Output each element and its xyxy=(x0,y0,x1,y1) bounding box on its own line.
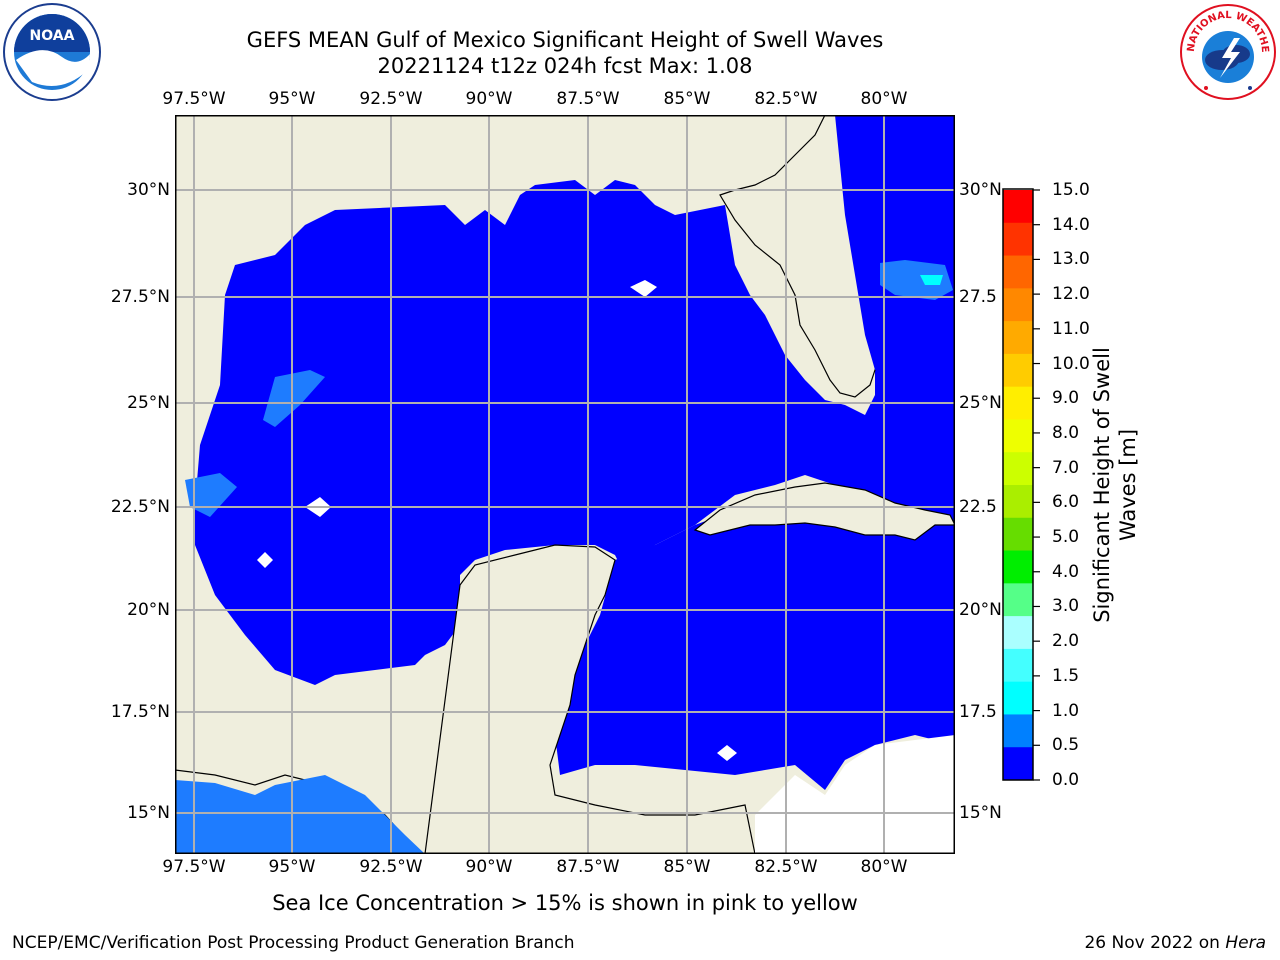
lat-tick-left: 20°N xyxy=(127,600,170,620)
colorbar-segment xyxy=(1003,222,1033,257)
colorbar-tick-label: 9.0 xyxy=(1052,388,1080,409)
lon-tick-top: 95°W xyxy=(268,89,316,109)
colorbar-tick-label: 10.0 xyxy=(1052,353,1090,374)
graticule xyxy=(175,115,955,854)
lon-tick-top: 90°W xyxy=(465,89,513,109)
colorbar-segment xyxy=(1003,747,1033,781)
pacific-swell-field xyxy=(175,775,425,854)
no-data-cell xyxy=(630,280,657,297)
footer-credit: NCEP/EMC/Verification Post Processing Pr… xyxy=(12,933,575,953)
chart-title: GEFS MEAN Gulf of Mexico Significant Hei… xyxy=(246,28,884,52)
lat-tick-right: 27.5 xyxy=(959,287,997,307)
colorbar-segment xyxy=(1003,485,1033,519)
colorbar-tick-label: 8.0 xyxy=(1052,422,1080,443)
caribbean-swell-field xyxy=(555,485,955,790)
lat-tick-left: 17.5°N xyxy=(110,702,170,722)
no-data-cell xyxy=(755,735,955,854)
colorbar-tick-label: 6.0 xyxy=(1052,492,1080,513)
colorbar-tick-label: 1.0 xyxy=(1052,700,1080,721)
lon-tick-bottom: 95°W xyxy=(268,857,316,877)
colorbar-segment xyxy=(1003,648,1033,683)
lon-tick-bottom: 97.5°W xyxy=(162,857,226,877)
lat-tick-right: 25°N xyxy=(959,393,1002,413)
lon-tick-bottom: 82.5°W xyxy=(754,857,818,877)
atlantic-swell-mid xyxy=(880,260,953,300)
lat-tick-right: 20°N xyxy=(959,600,1002,620)
lat-tick-right: 17.5 xyxy=(959,702,997,722)
colorbar-tick-label: 14.0 xyxy=(1052,214,1090,235)
lon-tick-bottom: 92.5°W xyxy=(359,857,423,877)
lon-tick-bottom: 87.5°W xyxy=(556,857,620,877)
colorbar-tick-label: 4.0 xyxy=(1052,561,1080,582)
noaa-logo: NOAA xyxy=(3,3,101,101)
colorbar-tick-label: 12.0 xyxy=(1052,284,1090,305)
no-data-cell xyxy=(257,552,273,568)
lon-tick-top: 82.5°W xyxy=(754,89,818,109)
colorbar-segment xyxy=(1003,321,1033,355)
nws-logo: NATIONAL WEATHER SERVICE xyxy=(1178,2,1276,100)
colorbar-tick-label: 5.0 xyxy=(1052,527,1080,548)
colorbar-segment xyxy=(1003,616,1033,650)
colorbar-segment xyxy=(1003,255,1033,289)
colorbar-segment xyxy=(1003,190,1033,224)
colorbar-tick-label: 2.0 xyxy=(1052,631,1080,652)
colorbar-tick-label: 7.0 xyxy=(1052,457,1080,478)
colorbar-segment xyxy=(1003,288,1033,322)
colorbar-tick-label: 15.0 xyxy=(1052,180,1090,200)
colorbar-tick-label: 0.5 xyxy=(1052,735,1080,756)
colorbar-segment xyxy=(1003,517,1033,552)
cuba-land xyxy=(693,482,955,541)
lat-tick-left: 15°N xyxy=(127,803,170,823)
lon-tick-top: 85°W xyxy=(663,89,711,109)
lon-tick-top: 80°W xyxy=(860,89,908,109)
lon-tick-bottom: 80°W xyxy=(860,857,908,877)
colorbar-tick-label: 13.0 xyxy=(1052,249,1090,270)
colorbar-label: Significant Height of Swell Waves [m] xyxy=(1089,347,1141,623)
footer-date-text: 26 Nov 2022 on xyxy=(1084,933,1226,953)
lat-tick-left: 30°N xyxy=(127,180,170,200)
colorbar-label-line1: Significant Height of Swell xyxy=(1090,347,1114,623)
colorbar-segment xyxy=(1003,419,1033,453)
gulf-swell-mid-1 xyxy=(263,370,325,427)
no-data-cell xyxy=(717,745,737,761)
colorbar-tick-label: 1.5 xyxy=(1052,665,1080,686)
lon-tick-top: 87.5°W xyxy=(556,89,620,109)
colorbar xyxy=(1002,188,1040,781)
colorbar-segment xyxy=(1003,714,1033,748)
lon-tick-bottom: 90°W xyxy=(465,857,513,877)
colorbar-segment xyxy=(1003,681,1033,715)
lat-tick-left: 27.5°N xyxy=(110,287,170,307)
colorbar-segment xyxy=(1003,583,1033,617)
gulf-swell-field xyxy=(195,115,955,685)
colorbar-segment xyxy=(1003,452,1033,486)
colorbar-segment xyxy=(1003,353,1033,388)
chart-subtitle: 20221124 t12z 024h fcst Max: 1.08 xyxy=(377,54,753,78)
sea-ice-note: Sea Ice Concentration > 15% is shown in … xyxy=(272,891,858,915)
colorbar-frame xyxy=(1002,188,1034,781)
colorbar-tick-label: 0.0 xyxy=(1052,770,1080,790)
lat-tick-right: 15°N xyxy=(959,803,1002,823)
colorbar-tick-label: 11.0 xyxy=(1052,318,1090,339)
lat-tick-right: 30°N xyxy=(959,180,1002,200)
atlantic-swell-high xyxy=(920,275,943,285)
lon-tick-bottom: 85°W xyxy=(663,857,711,877)
lon-tick-top: 92.5°W xyxy=(359,89,423,109)
colorbar-segment xyxy=(1003,550,1033,584)
lat-tick-left: 22.5°N xyxy=(110,497,170,517)
lat-tick-right: 22.5 xyxy=(959,497,997,517)
footer-date: 26 Nov 2022 on Hera xyxy=(1084,933,1266,953)
map-frame xyxy=(175,115,955,854)
colorbar-segment xyxy=(1003,386,1033,420)
atlantic-swell-field xyxy=(835,115,955,370)
footer-host: Hera xyxy=(1225,933,1266,953)
map-panel xyxy=(175,115,955,854)
noaa-logo-text: NOAA xyxy=(30,28,75,44)
lat-tick-left: 25°N xyxy=(127,393,170,413)
colorbar-label-line2: Waves [m] xyxy=(1116,428,1140,542)
lon-tick-top: 97.5°W xyxy=(162,89,226,109)
colorbar-tick-label: 3.0 xyxy=(1052,596,1080,617)
